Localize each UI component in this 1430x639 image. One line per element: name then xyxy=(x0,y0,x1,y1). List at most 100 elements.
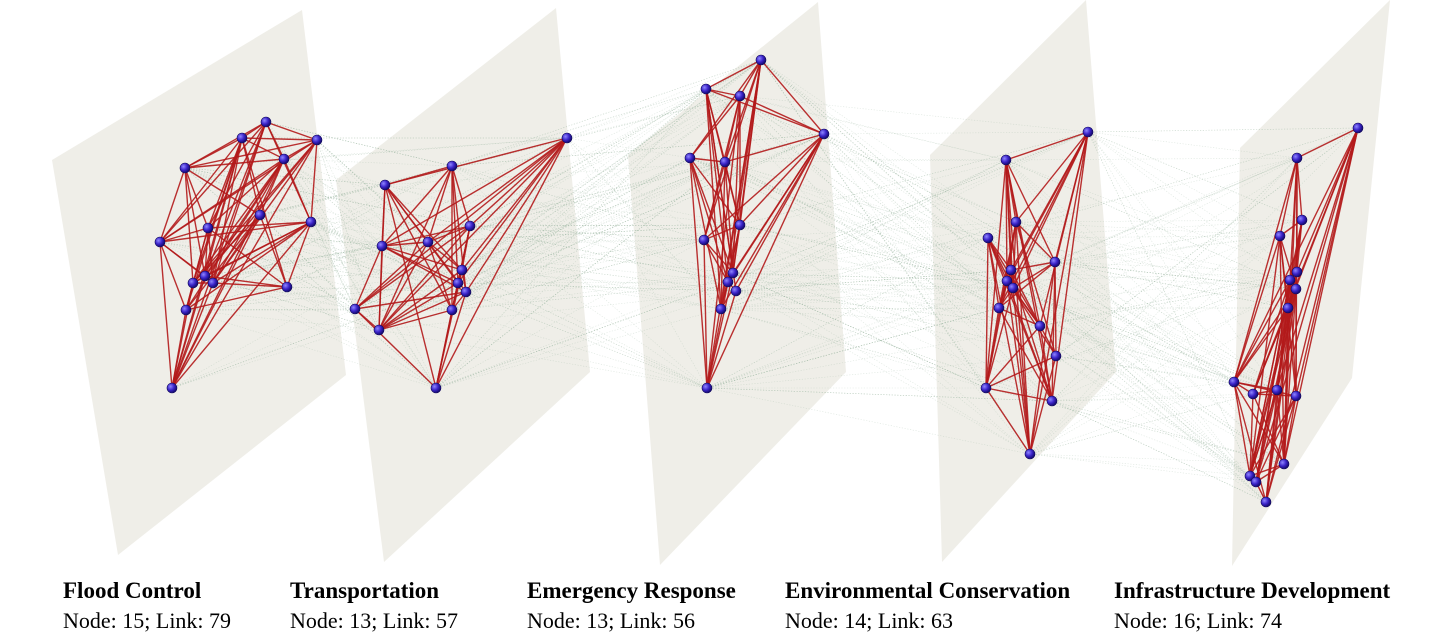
intra-layer-link xyxy=(378,137,568,331)
inter-layer-link xyxy=(732,272,1014,289)
inter-layer-link xyxy=(985,271,1298,389)
inter-layer-link xyxy=(283,158,459,284)
inter-layer-link xyxy=(703,239,1053,402)
inter-layer-link xyxy=(212,137,568,284)
inter-layer-link xyxy=(1051,235,1281,402)
intra-layer-link xyxy=(987,237,1031,455)
inter-layer-link xyxy=(720,261,1056,310)
intra-layer-link xyxy=(354,241,429,310)
inter-layer-link xyxy=(207,227,380,331)
inter-layer-link xyxy=(739,95,1012,271)
inter-layer-link xyxy=(378,59,762,331)
inter-layer-link xyxy=(739,224,1014,289)
intra-layer-link xyxy=(384,184,463,271)
layer-stats: Node: 15; Link: 79 xyxy=(63,608,232,633)
inter-layer-link xyxy=(381,161,726,247)
inter-layer-link xyxy=(378,157,691,331)
inter-layer-link xyxy=(724,161,1041,327)
network-node xyxy=(260,116,272,128)
intra-layer-link xyxy=(465,137,568,293)
intra-layer-link xyxy=(185,221,312,311)
inter-layer-link xyxy=(1055,355,1278,391)
inter-layer-link xyxy=(705,88,1053,402)
inter-layer-link xyxy=(739,95,1007,161)
inter-layer-link xyxy=(1039,279,1291,327)
inter-layer-link xyxy=(732,272,1008,282)
inter-layer-link xyxy=(469,225,729,283)
layer-title: Environmental Conservation xyxy=(785,578,1071,603)
network-node xyxy=(982,232,994,244)
inter-layer-link xyxy=(457,281,729,284)
inter-layer-link xyxy=(461,157,691,271)
intra-layer-link xyxy=(354,225,471,310)
layer-title: Flood Control xyxy=(63,578,202,603)
intra-layer-link xyxy=(724,133,825,163)
intra-layer-link xyxy=(985,325,1041,389)
layer-stats: Node: 16; Link: 74 xyxy=(1114,608,1283,633)
inter-layer-link xyxy=(1054,157,1298,263)
network-node xyxy=(199,270,211,282)
intra-layer-link xyxy=(1233,381,1285,465)
intra-layer-link xyxy=(457,137,568,284)
inter-layer-link xyxy=(1039,127,1359,327)
layer-caption-transportation: Transportation Node: 13; Link: 57 xyxy=(290,576,458,636)
network-node xyxy=(311,134,323,146)
intra-layer-link xyxy=(171,282,214,389)
intra-layer-link xyxy=(427,225,471,243)
layer-caption-infrastructure-development: Infrastructure Development Node: 16; Lin… xyxy=(1114,576,1390,636)
inter-layer-link xyxy=(823,133,1000,309)
inter-layer-link xyxy=(451,165,729,283)
inter-layer-link xyxy=(720,287,1014,310)
inter-layer-link xyxy=(465,133,825,293)
inter-layer-link xyxy=(706,307,1000,389)
inter-layer-link xyxy=(732,272,1057,357)
intra-layer-link xyxy=(241,137,318,141)
inter-layer-link xyxy=(316,139,437,389)
inter-layer-link xyxy=(720,159,1007,310)
inter-layer-link xyxy=(1087,131,1257,483)
inter-layer-link xyxy=(184,167,471,227)
intra-layer-link xyxy=(1233,157,1298,383)
network-node xyxy=(1282,302,1294,314)
network-node xyxy=(1005,264,1017,276)
inter-layer-link xyxy=(159,241,467,293)
inter-layer-link xyxy=(998,307,1297,397)
intra-layer-link xyxy=(184,167,209,229)
inter-layer-link xyxy=(1039,271,1298,327)
intra-layer-link xyxy=(706,59,762,389)
inter-layer-link xyxy=(212,165,453,284)
inter-layer-link xyxy=(1054,261,1297,290)
inter-layer-link xyxy=(1029,235,1281,455)
intra-layer-link xyxy=(720,161,726,310)
intra-layer-link xyxy=(1249,127,1359,477)
inter-layer-link xyxy=(1010,269,1297,290)
network-node xyxy=(166,382,178,394)
network-node xyxy=(1049,256,1061,268)
intra-layer-link xyxy=(1029,261,1056,455)
inter-layer-link xyxy=(706,307,1000,389)
inter-layer-link xyxy=(760,59,987,389)
inter-layer-link xyxy=(451,88,707,311)
inter-layer-link xyxy=(706,287,1014,389)
inter-layer-link xyxy=(283,158,356,310)
inter-layer-link xyxy=(720,221,1017,310)
intra-layer-link xyxy=(265,121,312,223)
intra-layer-link xyxy=(1249,219,1303,477)
inter-layer-link xyxy=(461,269,708,389)
network-node xyxy=(1010,216,1022,228)
inter-layer-link xyxy=(451,133,825,167)
intra-layer-link xyxy=(259,214,288,288)
inter-layer-link xyxy=(1006,280,1278,391)
inter-layer-link xyxy=(1015,221,1267,503)
network-node xyxy=(1228,376,1240,388)
inter-layer-link xyxy=(310,221,467,293)
inter-layer-link xyxy=(1029,279,1291,455)
inter-layer-link xyxy=(1010,269,1257,483)
intra-layer-link xyxy=(739,59,762,226)
inter-layer-link xyxy=(184,167,471,227)
inter-layer-link xyxy=(1087,127,1359,133)
inter-layer-link xyxy=(461,88,707,271)
inter-layer-link xyxy=(171,282,459,389)
network-node xyxy=(1352,122,1364,134)
inter-layer-link xyxy=(727,131,1089,283)
